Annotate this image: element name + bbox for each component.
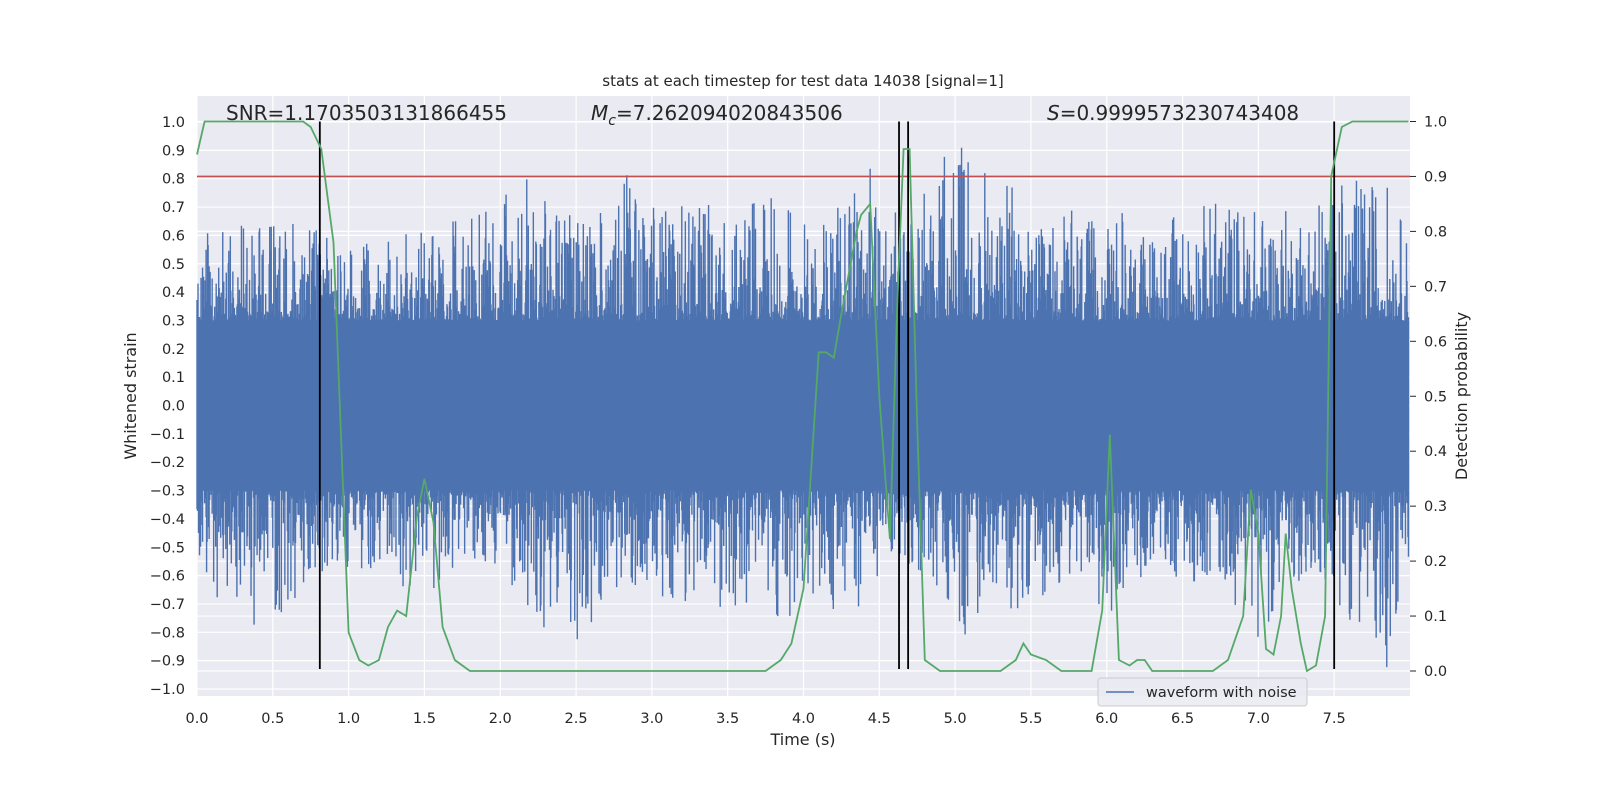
legend-box	[1097, 677, 1308, 707]
y-tick-label: 1.0	[162, 115, 185, 131]
y-tick-label: −0.2	[150, 455, 185, 471]
mc-subscript: c	[608, 113, 616, 129]
y2-tick-label: 0.2	[1424, 554, 1447, 570]
legend: waveform with noise	[1097, 677, 1308, 707]
y-tick-label: 0.3	[162, 313, 185, 329]
y2-tick-label: 0.6	[1424, 334, 1447, 350]
y2-tick-label: 0.8	[1424, 224, 1447, 240]
y-tick-label: 0.0	[162, 399, 185, 415]
x-tick-label: 5.0	[944, 711, 967, 727]
y-tick-label: −0.5	[150, 540, 185, 556]
x-tick-label: 6.0	[1095, 711, 1118, 727]
x-tick-label: 7.5	[1323, 711, 1346, 727]
y-axis-right: 1.0 0.9 0.8 0.7 0.6 0.5 0.4 0.3 0.2 0.1 0.0	[1410, 115, 1447, 680]
y2-tick-label: 0.4	[1424, 444, 1447, 460]
x-tick-label: 0.0	[185, 711, 208, 727]
y-tick-label: −0.6	[150, 569, 185, 585]
y-tick-label: −0.4	[150, 512, 185, 528]
detection-markers	[318, 121, 1336, 669]
y-tick-label: 0.6	[162, 228, 185, 244]
y-tick-label: 0.7	[162, 200, 185, 216]
y-tick-label: 0.1	[162, 370, 185, 386]
snr-annotation: SNR=1.1703503131866455	[226, 101, 507, 125]
x-tick-label: 1.5	[413, 711, 436, 727]
y-tick-label: 0.8	[162, 172, 185, 188]
y-tick-label: −0.3	[150, 484, 185, 500]
x-tick-label: 5.5	[1019, 711, 1042, 727]
x-tick-label: 3.0	[640, 711, 663, 727]
s-symbol: S	[1047, 101, 1060, 125]
y-tick-label: −0.1	[150, 427, 185, 443]
x-tick-label: 3.5	[716, 711, 739, 727]
mc-value: =7.262094020843506	[616, 101, 843, 125]
probability-series	[196, 120, 1409, 673]
y-tick-label: −0.7	[150, 597, 185, 613]
x-axis-label: Time (s)	[769, 730, 835, 749]
y2-tick-label: 0.0	[1424, 664, 1447, 680]
x-tick-label: 0.5	[261, 711, 284, 727]
y-tick-label: −0.8	[150, 625, 185, 641]
y2-tick-label: 0.5	[1424, 389, 1447, 405]
x-axis: 0.0 0.5 1.0 1.5 2.0 2.5 3.0 3.5 4.0 4.5 5.0 5.5 6.0 6…	[185, 711, 1345, 727]
y-axis-right-label: Detection probability	[1452, 312, 1471, 480]
y2-tick-label: 0.7	[1424, 279, 1447, 295]
x-tick-label: 2.0	[489, 711, 512, 727]
y-tick-label: 0.5	[162, 257, 185, 273]
y2-tick-label: 0.9	[1424, 169, 1447, 185]
x-tick-label: 6.5	[1171, 711, 1194, 727]
chart-title: stats at each timestep for test data 140…	[602, 72, 1003, 90]
mc-symbol: M	[591, 101, 608, 125]
waveform-series	[196, 147, 1410, 668]
s-value: =0.9999573230743408	[1060, 101, 1299, 125]
x-tick-label: 7.0	[1247, 711, 1270, 727]
y-axis-label: Whitened strain	[121, 332, 140, 459]
y-tick-label: −1.0	[150, 682, 185, 698]
x-tick-label: 4.5	[868, 711, 891, 727]
legend-label: waveform with noise	[1146, 685, 1297, 701]
x-tick-label: 2.5	[565, 711, 588, 727]
chirp-mass-annotation: Mc=7.262094020843506	[591, 101, 843, 129]
y-tick-label: 0.4	[162, 285, 185, 301]
y2-tick-label: 1.0	[1424, 115, 1447, 131]
y-tick-label: 0.9	[162, 143, 185, 159]
y-tick-label: 0.2	[162, 342, 185, 358]
x-tick-label: 4.0	[792, 711, 815, 727]
y2-tick-label: 0.1	[1424, 609, 1447, 625]
y2-tick-label: 0.3	[1424, 499, 1447, 515]
y-tick-label: −0.9	[150, 654, 185, 670]
y-axis-left: 1.0 0.9 0.8 0.7 0.6 0.5 0.4 0.3 0.2 0.1 0.0 −0.1 −0.…	[150, 115, 185, 698]
x-tick-label: 1.0	[337, 711, 360, 727]
significance-annotation: S=0.9999573230743408	[1047, 101, 1299, 125]
